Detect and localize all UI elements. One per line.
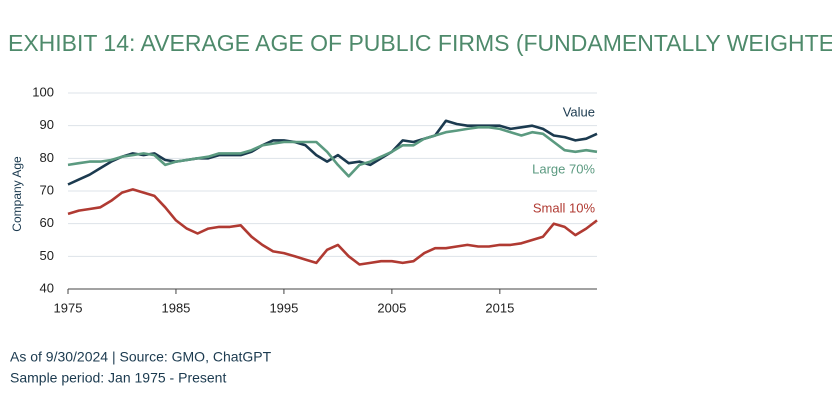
series-line	[67, 126, 598, 178]
y-tick-label: 90	[40, 117, 54, 132]
y-tick-label: 70	[40, 182, 54, 197]
y-tick-label: 40	[40, 280, 54, 295]
series-label: Large 70%	[532, 161, 595, 176]
x-tick-label: 1995	[269, 300, 298, 315]
chart-title: EXHIBIT 14: AVERAGE AGE OF PUBLIC FIRMS …	[8, 30, 832, 56]
series-label: Small 10%	[533, 200, 596, 215]
footer-note: As of 9/30/2024 | Source: GMO, ChatGPT	[10, 349, 272, 365]
x-tick-label: 2005	[377, 300, 406, 315]
x-tick-label: 2015	[485, 300, 514, 315]
series-line	[67, 188, 598, 266]
x-tick-label: 1975	[54, 300, 83, 315]
y-tick-label: 100	[32, 84, 54, 99]
y-axis-label: Company Age	[10, 156, 24, 232]
y-tick-label: 60	[40, 215, 54, 230]
x-tick-label: 1985	[161, 300, 190, 315]
footer-note: Sample period: Jan 1975 - Present	[10, 370, 226, 386]
y-tick-label: 50	[40, 248, 54, 263]
series-label: Value	[563, 104, 595, 119]
series-line	[67, 119, 598, 186]
y-tick-label: 80	[40, 150, 54, 165]
